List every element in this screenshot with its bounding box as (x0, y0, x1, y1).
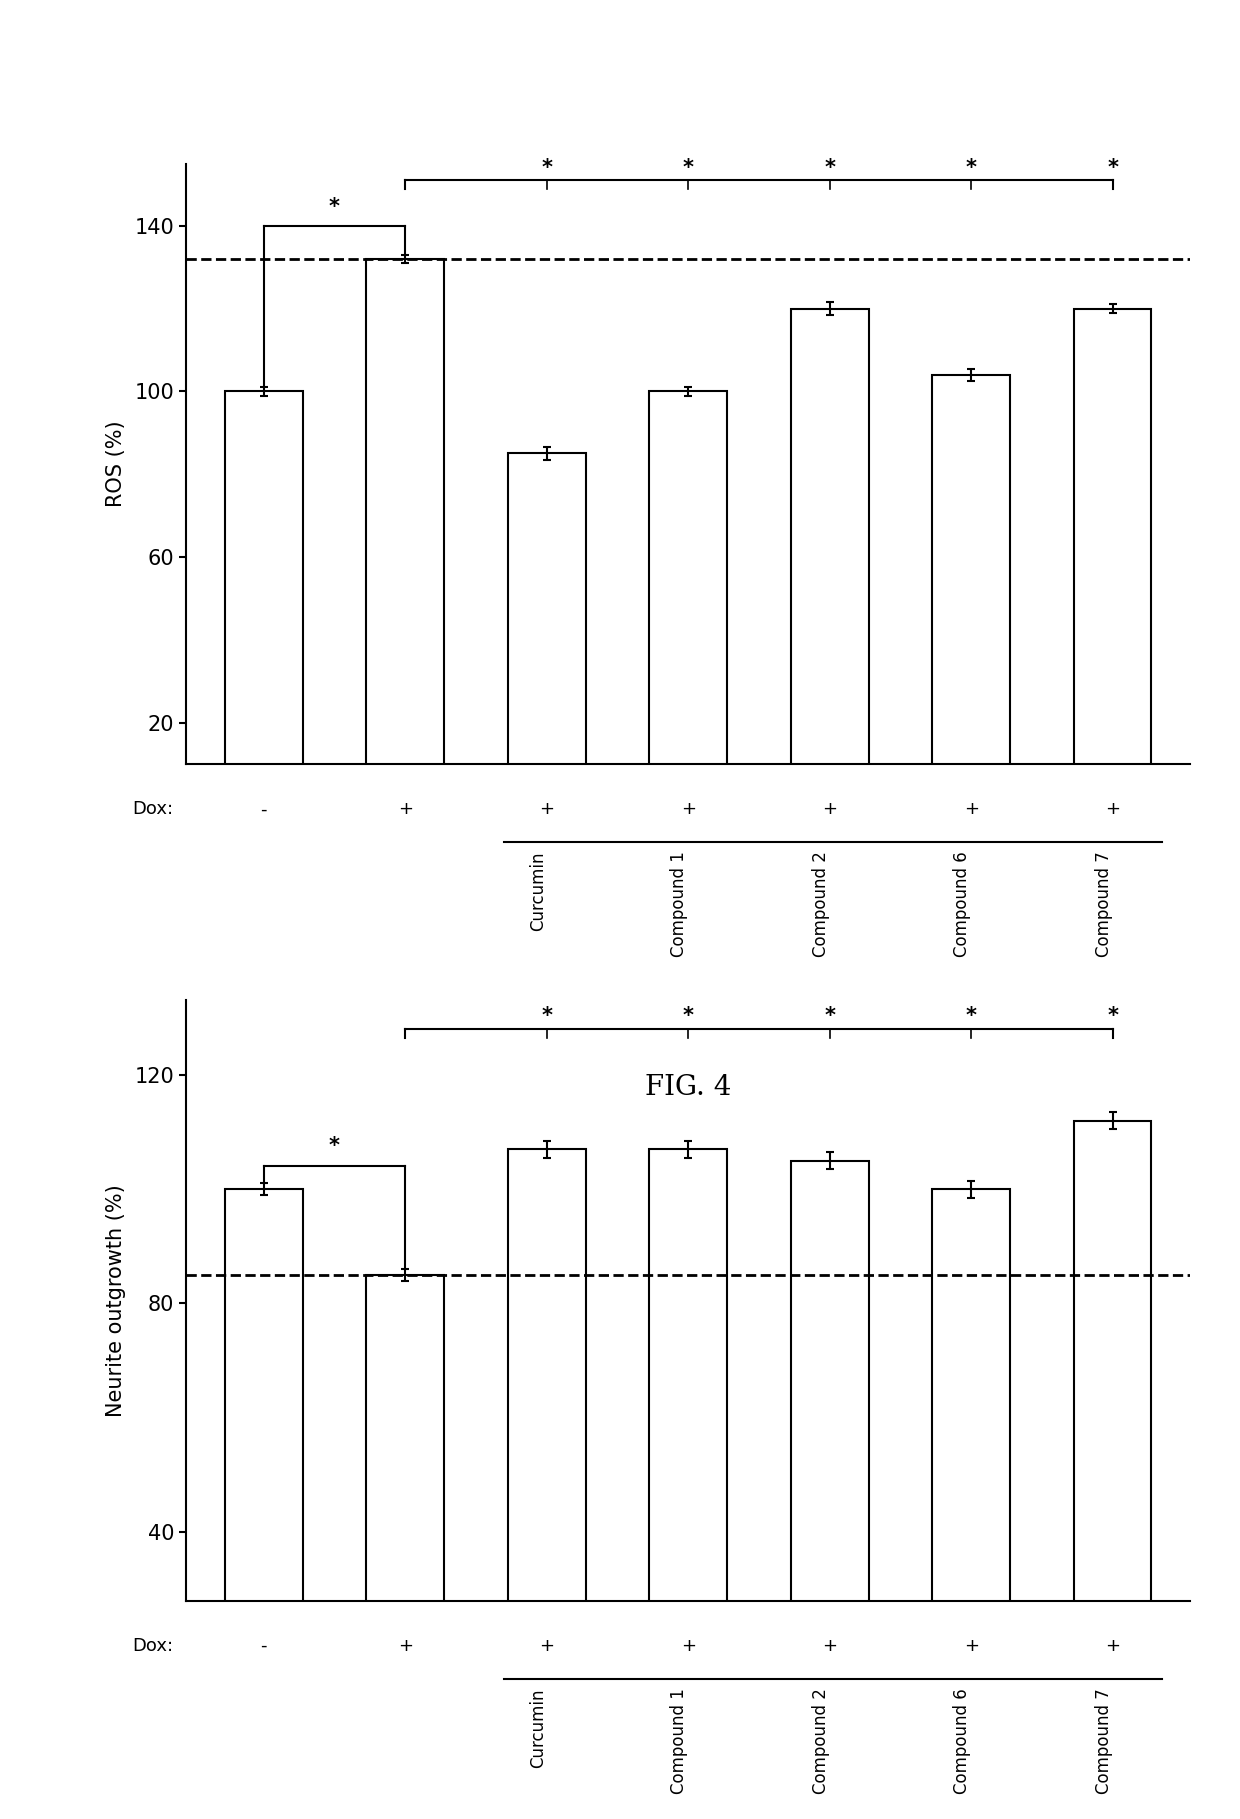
Text: *: * (683, 158, 693, 178)
Text: Compound 6: Compound 6 (954, 1688, 971, 1794)
Bar (366, 1275, 444, 1761)
Text: Curcumin: Curcumin (528, 851, 547, 931)
Y-axis label: Neurite outgrowth (%): Neurite outgrowth (%) (107, 1184, 126, 1417)
Bar (366, 258, 444, 806)
Text: Compound 6: Compound 6 (954, 851, 971, 957)
Text: +: + (398, 800, 413, 819)
Text: Compound 7: Compound 7 (1095, 851, 1112, 957)
Bar (650, 391, 727, 806)
Text: -: - (260, 800, 267, 819)
Text: Compound 2: Compound 2 (812, 1688, 830, 1794)
Text: Compound 1: Compound 1 (670, 851, 688, 957)
Text: +: + (539, 1637, 554, 1655)
Y-axis label: ROS (%): ROS (%) (107, 420, 126, 508)
Text: *: * (541, 158, 552, 178)
Text: -: - (260, 1637, 267, 1655)
Text: +: + (539, 800, 554, 819)
Text: +: + (822, 1637, 837, 1655)
Text: Compound 7: Compound 7 (1095, 1688, 1112, 1794)
Text: +: + (963, 800, 978, 819)
Text: +: + (681, 1637, 696, 1655)
Bar (508, 453, 585, 806)
Bar (650, 1150, 727, 1761)
Bar (791, 1161, 868, 1761)
Text: *: * (329, 196, 340, 216)
Text: +: + (1105, 800, 1120, 819)
Text: Compound 1: Compound 1 (670, 1688, 688, 1794)
Text: Dox:: Dox: (133, 800, 174, 819)
Bar (508, 1150, 585, 1761)
Text: *: * (683, 1006, 693, 1026)
Bar (932, 375, 1011, 806)
Text: FIG. 4: FIG. 4 (645, 1075, 732, 1100)
Text: Compound 2: Compound 2 (812, 851, 830, 957)
Bar (932, 1190, 1011, 1761)
Text: +: + (963, 1637, 978, 1655)
Text: *: * (966, 158, 977, 178)
Text: +: + (681, 800, 696, 819)
Bar (224, 391, 303, 806)
Bar (791, 309, 868, 806)
Text: *: * (966, 1006, 977, 1026)
Text: Dox:: Dox: (133, 1637, 174, 1655)
Text: +: + (1105, 1637, 1120, 1655)
Text: *: * (1107, 1006, 1118, 1026)
Text: +: + (398, 1637, 413, 1655)
Bar (224, 1190, 303, 1761)
Text: *: * (541, 1006, 552, 1026)
Bar (1074, 309, 1152, 806)
Text: *: * (1107, 158, 1118, 178)
Text: +: + (822, 800, 837, 819)
Bar (1074, 1121, 1152, 1761)
Text: *: * (825, 158, 836, 178)
Text: *: * (825, 1006, 836, 1026)
Text: Curcumin: Curcumin (528, 1688, 547, 1768)
Text: *: * (329, 1137, 340, 1157)
